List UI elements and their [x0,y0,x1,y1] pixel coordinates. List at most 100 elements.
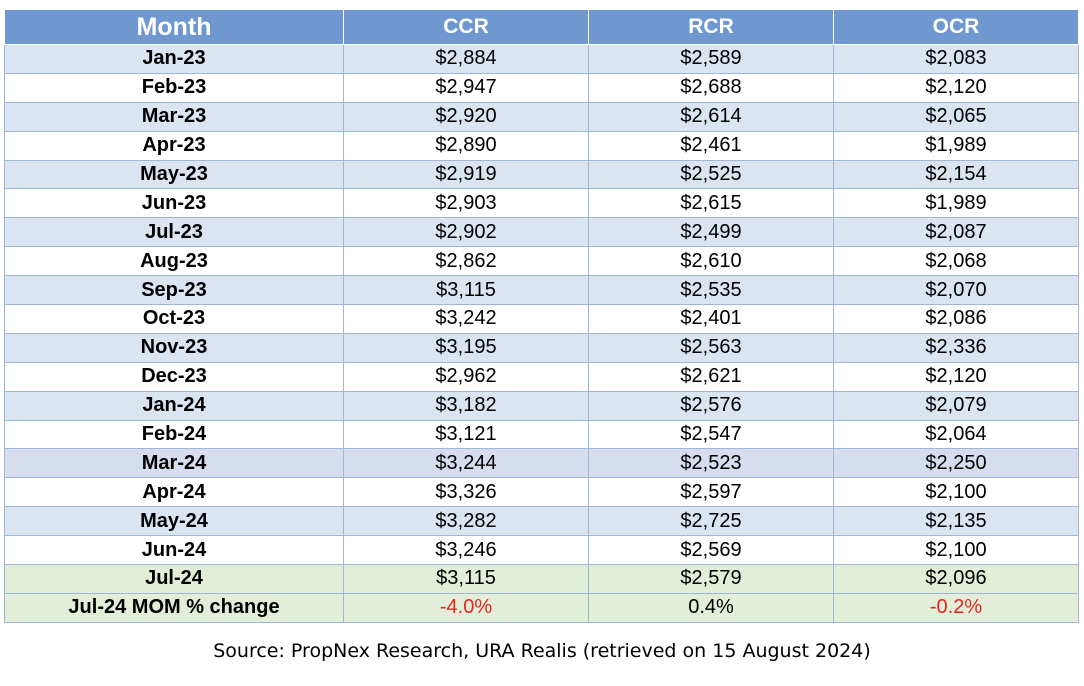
cell-rcr: $2,615 [588,188,834,219]
cell-month: Apr-24 [4,477,344,508]
cell-rcr: $2,535 [588,275,834,306]
table-row: May-23 $2,919 $2,525 $2,154 [4,159,1079,190]
cell-change-ccr: -4.0% [343,592,589,623]
cell-ocr: $2,120 [833,361,1079,392]
cell-month: Oct-23 [4,304,344,334]
cell-ocr: $2,096 [833,564,1079,594]
cell-ocr: $2,064 [833,419,1079,450]
cell-month: Jun-24 [4,535,344,566]
table-row: Apr-23 $2,890 $2,461 $1,989 [4,130,1079,161]
cell-rcr: $2,621 [588,361,834,392]
cell-ccr: $3,115 [343,275,589,306]
cell-rcr: $2,499 [588,217,834,248]
cell-ccr: $3,282 [343,506,589,537]
cell-ocr: $2,100 [833,477,1079,508]
table-row: Jun-23 $2,903 $2,615 $1,989 [4,188,1079,219]
cell-ccr: $3,115 [343,564,589,594]
rental-table: Month CCR RCR OCR Jan-23 $2,884 $2,589 $2,0… [4,9,1079,623]
header-rcr: RCR [588,9,834,45]
cell-rcr: $2,461 [588,130,834,161]
cell-ocr: $2,135 [833,506,1079,537]
table-row: Aug-23 $2,862 $2,610 $2,068 [4,246,1079,277]
cell-ocr: $2,100 [833,535,1079,566]
table-row: Feb-23 $2,947 $2,688 $2,120 [4,72,1079,103]
cell-rcr: $2,563 [588,332,834,363]
cell-month: Nov-23 [4,332,344,363]
cell-ccr: $2,947 [343,72,589,103]
cell-ocr: $2,083 [833,44,1079,74]
table-row: Jan-24 $3,182 $2,576 $2,079 [4,390,1079,421]
table-row: Nov-23 $3,195 $2,563 $2,336 [4,332,1079,363]
table-row: Jun-24 $3,246 $2,569 $2,100 [4,535,1079,566]
cell-ocr: $2,068 [833,246,1079,277]
cell-ccr: $2,920 [343,101,589,132]
rental-table-container: Month CCR RCR OCR Jan-23 $2,884 $2,589 $2,0… [4,9,1079,623]
cell-rcr: $2,401 [588,304,834,334]
cell-month: Jun-23 [4,188,344,219]
cell-rcr: $2,576 [588,390,834,421]
table-header: Month CCR RCR OCR [4,9,1079,45]
cell-rcr: $2,569 [588,535,834,566]
cell-month: Dec-23 [4,361,344,392]
table-row: May-24 $3,282 $2,725 $2,135 [4,506,1079,537]
cell-ccr: $3,242 [343,304,589,334]
cell-ccr: $2,862 [343,246,589,277]
cell-month: May-24 [4,506,344,537]
cell-rcr: $2,579 [588,564,834,594]
cell-ccr: $3,195 [343,332,589,363]
cell-ccr: $2,962 [343,361,589,392]
table-row: Mar-23 $2,920 $2,614 $2,065 [4,101,1079,132]
cell-rcr: $2,614 [588,101,834,132]
table-row: Apr-24 $3,326 $2,597 $2,100 [4,477,1079,508]
table-row: Jan-23 $2,884 $2,589 $2,083 [4,44,1079,74]
table-row: Jul-23 $2,902 $2,499 $2,087 [4,217,1079,248]
cell-ocr: $2,086 [833,304,1079,334]
header-ccr: CCR [343,9,589,45]
cell-ccr: $3,246 [343,535,589,566]
cell-month: Feb-23 [4,72,344,103]
cell-ocr: $2,079 [833,390,1079,421]
cell-month: Sep-23 [4,275,344,306]
cell-month: Feb-24 [4,419,344,450]
cell-ocr: $2,065 [833,101,1079,132]
cell-change-ocr: -0.2% [833,592,1079,623]
table-row: Oct-23 $3,242 $2,401 $2,086 [4,304,1079,334]
cell-ccr: $2,884 [343,44,589,74]
cell-ccr: $2,919 [343,159,589,190]
cell-rcr: $2,725 [588,506,834,537]
cell-month: Jan-24 [4,390,344,421]
header-ocr: OCR [833,9,1079,45]
table-row: Dec-23 $2,962 $2,621 $2,120 [4,361,1079,392]
cell-ccr: $3,326 [343,477,589,508]
cell-ocr: $2,250 [833,448,1079,479]
cell-rcr: $2,523 [588,448,834,479]
cell-ocr: $2,070 [833,275,1079,306]
cell-rcr: $2,589 [588,44,834,74]
cell-change-label: Jul-24 MOM % change [4,592,344,623]
cell-ocr: $1,989 [833,130,1079,161]
cell-month: May-23 [4,159,344,190]
cell-ccr: $2,890 [343,130,589,161]
cell-month: Mar-24 [4,448,344,479]
cell-month: Apr-23 [4,130,344,161]
cell-month: Aug-23 [4,246,344,277]
table-row: Jul-24 $3,115 $2,579 $2,096 [4,564,1079,594]
cell-ocr: $2,336 [833,332,1079,363]
header-row: Month CCR RCR OCR [4,9,1079,45]
header-month: Month [4,9,344,45]
cell-ccr: $2,902 [343,217,589,248]
source-note: Source: PropNex Research, URA Realis (re… [213,640,871,662]
cell-rcr: $2,688 [588,72,834,103]
cell-month: Jul-23 [4,217,344,248]
cell-rcr: $2,525 [588,159,834,190]
table-body: Jan-23 $2,884 $2,589 $2,083 Feb-23 $2,947 $2,6… [4,44,1079,623]
cell-ccr: $3,121 [343,419,589,450]
table-row: Mar-24 $3,244 $2,523 $2,250 [4,448,1079,479]
cell-rcr: $2,597 [588,477,834,508]
cell-rcr: $2,610 [588,246,834,277]
cell-ocr: $1,989 [833,188,1079,219]
cell-ocr: $2,154 [833,159,1079,190]
table-row: Feb-24 $3,121 $2,547 $2,064 [4,419,1079,450]
cell-rcr: $2,547 [588,419,834,450]
cell-ccr: $3,244 [343,448,589,479]
